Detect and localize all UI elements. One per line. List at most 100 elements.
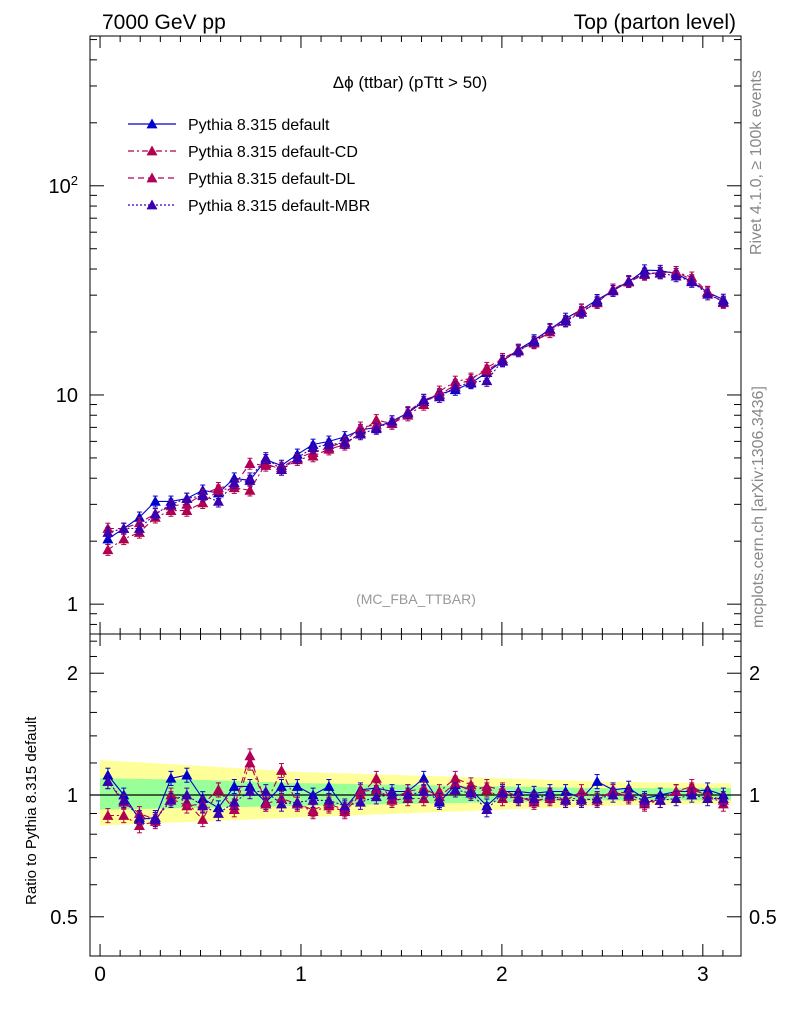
main-point (197, 490, 209, 501)
ratio-point (197, 800, 209, 811)
legend-label: Pythia 8.315 default-CD (188, 144, 358, 161)
main-point (354, 428, 366, 439)
ratio-point (339, 800, 351, 811)
main-point (528, 336, 540, 346)
plot-title: Δϕ (ttbar) (pTtt > 50) (333, 73, 488, 92)
main-point (575, 306, 587, 317)
main-point (133, 517, 145, 528)
ratio-point (228, 796, 240, 807)
ratio-point (212, 784, 224, 795)
main-point (323, 438, 335, 449)
main-point (591, 295, 603, 306)
ratio-point (686, 789, 698, 800)
header-left: 7000 GeV pp (102, 11, 226, 34)
main-point (228, 477, 240, 488)
ratio-point (323, 780, 335, 791)
ratio-point (307, 804, 319, 815)
main-point (102, 544, 114, 555)
main-point (133, 511, 145, 522)
tick-marks-group: 0 1 2 3 1 10 102 0.5 0.5 1 1 2 2 (49, 36, 777, 986)
main-point (260, 460, 272, 470)
main-point (544, 323, 556, 334)
ratio-point (228, 780, 240, 791)
main-point (670, 270, 682, 281)
legend-marker (146, 172, 158, 183)
ratio-point (575, 794, 587, 805)
main-point (623, 275, 635, 286)
ratio-point (275, 798, 287, 809)
ratio-line (107, 753, 724, 821)
legend-label: Pythia 8.315 default-MBR (188, 198, 370, 215)
main-point (481, 375, 493, 386)
x-tick-label: 3 (697, 963, 709, 986)
ratio-point (244, 786, 256, 796)
ratio-point (433, 794, 445, 805)
main-line (107, 272, 724, 534)
ratio-point (275, 764, 287, 775)
ratio-point (449, 784, 461, 795)
ratio-point (528, 793, 540, 803)
ratio-point (181, 789, 193, 800)
ratio-point (181, 769, 193, 780)
ratio-point (623, 789, 635, 800)
y-tick-label: 10 (56, 385, 78, 407)
ratio-point (370, 791, 382, 802)
ratio-y-tick-label-right: 2 (749, 663, 760, 685)
y-tick-label: 102 (49, 173, 78, 198)
ratio-point (165, 772, 177, 783)
ratio-point (670, 786, 682, 796)
ratio-point (560, 794, 572, 805)
main-point (402, 407, 414, 418)
ratio-point (402, 789, 414, 800)
ratio-line (107, 761, 724, 827)
main-point (260, 452, 272, 463)
main-point (244, 484, 256, 495)
ratio-point (275, 780, 287, 791)
y-tick-exponent: 2 (71, 173, 78, 188)
ratio-point (512, 793, 524, 803)
main-point (560, 315, 572, 326)
ratio-series-3 (102, 774, 729, 828)
ratio-y-tick-label-right: 1 (749, 785, 760, 807)
ratio-point (323, 794, 335, 805)
ratio-point (260, 798, 272, 809)
rivet-label: Rivet 4.1.0, ≥ 100k events (748, 70, 765, 255)
ratio-point (591, 793, 603, 803)
ratio-y-tick-label: 0.5 (50, 907, 78, 929)
main-point (149, 495, 161, 506)
ratio-point (418, 772, 430, 783)
main-series-3 (102, 267, 729, 539)
main-point (181, 492, 193, 503)
header-right: Top (parton level) (574, 11, 736, 34)
main-point (133, 522, 145, 533)
ratio-point (560, 786, 572, 796)
ratio-line (107, 781, 724, 821)
ratio-point (354, 786, 366, 796)
ratio-point (165, 794, 177, 805)
ratio-point (639, 794, 651, 805)
main-point (244, 472, 256, 483)
main-point (102, 527, 114, 537)
main-point (465, 376, 477, 387)
ratio-point (181, 800, 193, 811)
main-point (639, 267, 651, 278)
main-point (118, 533, 130, 544)
legend-marker (146, 118, 158, 129)
ratio-point (607, 789, 619, 800)
main-point (418, 394, 430, 405)
series-group (102, 264, 729, 834)
ratio-plot-frame (89, 633, 742, 957)
legend-marker (146, 199, 158, 210)
ratio-point (102, 775, 114, 786)
watermark: (MC_FBA_TTBAR) (356, 591, 476, 607)
ratio-point (244, 750, 256, 761)
ratio-point (212, 808, 224, 818)
main-point (339, 437, 351, 448)
main-point (386, 415, 398, 426)
ratio-point (465, 787, 477, 798)
y-tick-label: 1 (67, 594, 78, 616)
ratio-point (481, 780, 493, 791)
main-point (481, 362, 493, 373)
ratio-point (591, 775, 603, 786)
